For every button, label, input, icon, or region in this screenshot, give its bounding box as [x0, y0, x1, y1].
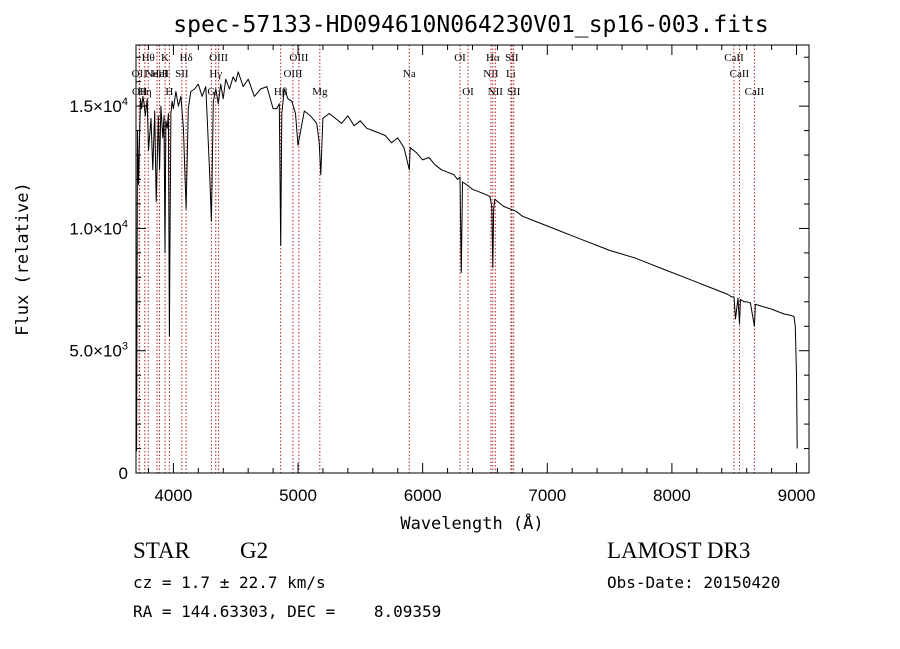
marker-label-6: K — [161, 52, 169, 64]
plot-frame — [135, 44, 810, 474]
marker-label-22: NII — [488, 86, 504, 98]
object-subclass: G2 — [240, 538, 269, 563]
marker-label-7: H — [165, 86, 173, 98]
marker-label-14: OIII — [283, 68, 302, 80]
survey-label: LAMOST DR3 — [607, 538, 751, 563]
y-tick-mantissa-2: 1.0×10 — [69, 219, 121, 238]
marker-label-10: G — [207, 86, 215, 98]
marker-label-3: Hθ — [142, 52, 155, 64]
x-axis-label: Wavelength (Å) — [400, 512, 543, 534]
marker-label-20: NII — [483, 68, 499, 80]
coordinates-text: RA = 144.63303, DEC = 8.09359 — [133, 602, 442, 621]
marker-label-28: CaII — [745, 86, 765, 98]
marker-label-27: CaII — [730, 68, 750, 80]
marker-label-26: CaII — [724, 52, 744, 64]
x-tick-label-2: 6000 — [404, 486, 442, 505]
marker-label-4: NeIII — [145, 68, 169, 80]
marker-label-17: Na — [403, 68, 416, 80]
y-tick-label-3: 1.5×104 — [69, 96, 128, 116]
line-markers: OIIOIIHηHθNeIIIHeIKHSIIHδGHγOIIIHβOIIIOI… — [132, 45, 765, 473]
y-tick-label-2: 1.0×104 — [69, 218, 128, 238]
x-tick-label-0: 4000 — [154, 486, 192, 505]
obs-date: Obs-Date: 20150420 — [607, 573, 781, 592]
marker-label-5: HeI — [151, 68, 168, 80]
y-tick-mantissa-0: 0 — [119, 464, 128, 483]
redshift-text: cz = 1.7 ± 22.7 km/s — [133, 573, 326, 592]
marker-label-11: Hγ — [209, 68, 222, 80]
object-class: STAR — [133, 538, 190, 563]
y-tick-exponent-2: 4 — [122, 218, 128, 230]
y-tick-exponent-1: 3 — [122, 341, 128, 353]
x-tick-label-1: 5000 — [279, 486, 317, 505]
marker-label-18: OI — [454, 52, 466, 64]
y-axis-label: Flux (relative) — [13, 182, 33, 336]
y-tick-label-1: 5.0×103 — [69, 341, 128, 361]
axis-ticks: 4000 5000 6000 7000 8000 900005.0×1031.0×1041… — [69, 45, 815, 505]
series-layer — [136, 71, 798, 452]
y-tick-mantissa-1: 5.0×10 — [69, 342, 121, 361]
marker-label-21: Hα — [486, 52, 500, 64]
series-line-spectrum — [136, 71, 798, 452]
x-tick-label-3: 7000 — [528, 486, 566, 505]
y-tick-exponent-3: 4 — [122, 96, 128, 108]
y-tick-label-0: 0 — [119, 464, 128, 483]
marker-label-2: Hη — [138, 86, 152, 98]
marker-label-24: SII — [505, 52, 519, 64]
marker-label-8: SII — [175, 68, 189, 80]
marker-label-16: Mg — [312, 86, 328, 98]
x-tick-label-5: 9000 — [778, 486, 816, 505]
marker-label-12: OIII — [209, 52, 228, 64]
marker-label-19: OI — [462, 86, 474, 98]
marker-label-9: Hδ — [180, 52, 193, 64]
chart-title: spec-57133-HD094610N064230V01_sp16-003.f… — [173, 12, 768, 38]
y-tick-mantissa-3: 1.5×10 — [69, 97, 121, 116]
marker-label-23: Li — [506, 68, 516, 80]
marker-label-25: SII — [507, 86, 521, 98]
marker-label-15: OIII — [289, 52, 308, 64]
x-tick-label-4: 8000 — [653, 486, 691, 505]
